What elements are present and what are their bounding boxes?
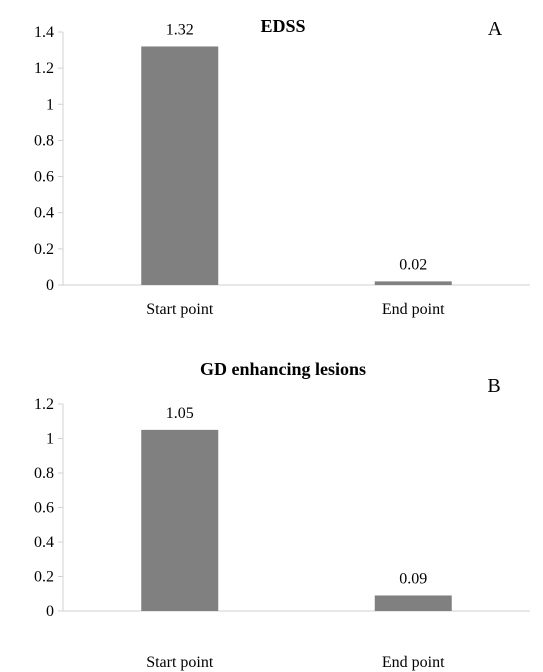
- y-tick-label: 1.2: [34, 396, 54, 413]
- x-category-label: End point: [382, 301, 445, 318]
- data-label: 0.09: [399, 570, 427, 587]
- y-tick-label: 0.2: [34, 569, 54, 586]
- y-tick-label: 0.8: [34, 465, 54, 482]
- y-tick-label: 0.2: [34, 241, 54, 258]
- edss-chart: 0 0.2 0.4 0.6 0.8 1 1.2 1.4 1.32 Start point 0.02 E…: [34, 16, 530, 318]
- y-tick-label: 1: [46, 431, 54, 448]
- panel-label: B: [487, 375, 500, 397]
- x-category-label: Start point: [146, 654, 214, 671]
- bar: [141, 429, 219, 611]
- x-category-label: Start point: [146, 301, 214, 318]
- y-tick-label: 0.4: [34, 205, 54, 222]
- data-label: 0.02: [399, 256, 427, 273]
- y-tick-label: 0.8: [34, 132, 54, 149]
- y-tick-label: 1: [46, 96, 54, 113]
- data-label: 1.05: [166, 405, 194, 422]
- bar: [374, 595, 452, 611]
- bar: [141, 46, 219, 286]
- bar: [374, 281, 452, 285]
- y-tick-label: 0.6: [34, 500, 54, 517]
- y-tick-label: 0.4: [34, 534, 54, 551]
- panel-label: A: [488, 18, 503, 40]
- y-tick-label: 0.6: [34, 169, 54, 186]
- y-tick-label: 0: [46, 603, 54, 620]
- data-label: 1.32: [166, 21, 194, 38]
- y-tick-label: 0: [46, 277, 54, 294]
- gd-lesions-chart: 0 0.2 0.4 0.6 0.8 1 1.2 1.05 Start point 0.09 End …: [34, 359, 530, 671]
- y-tick-label: 1.2: [34, 60, 54, 77]
- y-tick-label: 1.4: [34, 24, 54, 41]
- chart-title: EDSS: [260, 16, 305, 36]
- x-category-label: End point: [382, 654, 445, 671]
- chart-title: GD enhancing lesions: [200, 359, 366, 379]
